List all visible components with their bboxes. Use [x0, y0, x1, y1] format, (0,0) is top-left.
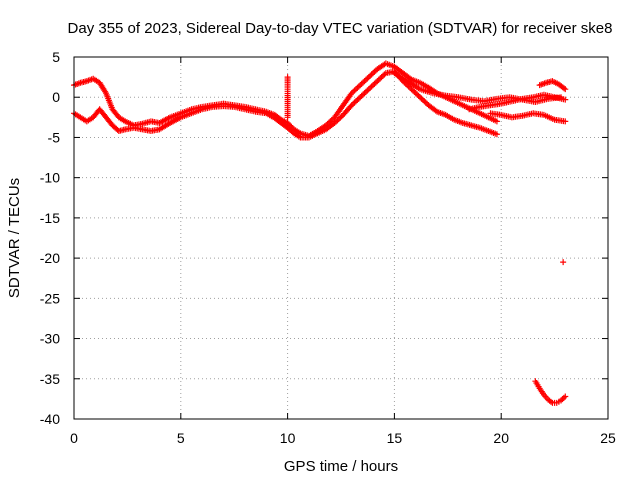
y-tick-label: -5 — [48, 129, 61, 145]
chart-title: Day 355 of 2023, Sidereal Day-to-day VTE… — [68, 20, 613, 37]
y-tick-label: 0 — [52, 89, 60, 105]
data-point — [284, 114, 291, 121]
series-track-c — [391, 70, 565, 106]
y-tick-label: 5 — [52, 49, 60, 65]
series-track-outliers — [532, 259, 569, 406]
data-point — [562, 86, 569, 93]
data-point — [493, 118, 500, 125]
x-tick-label: 10 — [280, 430, 296, 446]
y-tick-label: -30 — [40, 331, 60, 347]
x-tick-label: 0 — [70, 430, 78, 446]
data-point — [347, 103, 354, 110]
axis-ticks: 0 5 10 15 20 25 5 0 -5 -10 -15 -20 -25 -30 -35 -40 — [40, 49, 616, 446]
series-track-f — [536, 78, 569, 93]
y-tick-label: -15 — [40, 210, 60, 226]
y-tick-label: -10 — [40, 170, 60, 186]
series-track-b — [71, 68, 500, 141]
x-axis-label: GPS time / hours — [284, 458, 398, 475]
series-track-e — [487, 110, 569, 125]
data-point — [562, 393, 569, 400]
y-tick-label: -25 — [40, 290, 60, 306]
x-tick-label: 15 — [387, 430, 403, 446]
y-tick-label: -35 — [40, 371, 60, 387]
x-tick-label: 25 — [600, 430, 616, 446]
data-point — [562, 118, 569, 125]
y-tick-label: -40 — [40, 411, 60, 427]
y-axis-label: SDTVAR / TECUs — [6, 178, 23, 298]
data-marks — [71, 60, 569, 406]
x-tick-label: 5 — [177, 430, 185, 446]
plot-frame — [73, 56, 609, 420]
series-track-d — [466, 91, 569, 113]
data-point — [562, 96, 569, 103]
data-point — [560, 85, 567, 92]
x-tick-label: 20 — [493, 430, 509, 446]
y-tick-label: -20 — [40, 250, 60, 266]
data-point — [560, 259, 567, 266]
data-point — [493, 131, 500, 138]
series-track-spike — [284, 74, 291, 121]
